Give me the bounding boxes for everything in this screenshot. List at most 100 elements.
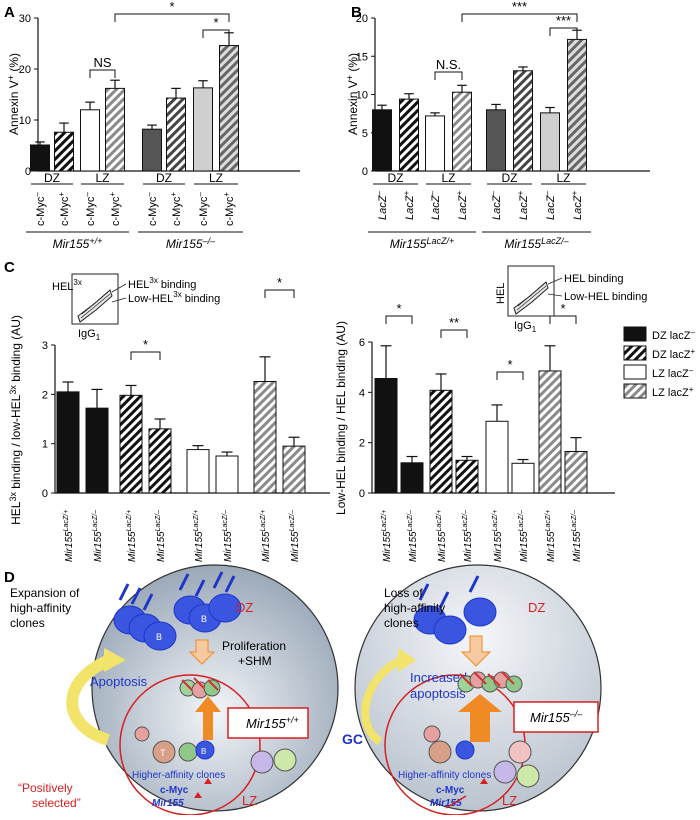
bar xyxy=(452,91,472,172)
apoptotic-cells xyxy=(179,677,221,699)
right-title-line-2: high-affinity xyxy=(384,601,445,615)
y-tick-label: 0 xyxy=(362,166,368,178)
bar xyxy=(166,97,186,172)
y-tick-label: 1 xyxy=(42,439,48,451)
bar xyxy=(429,389,453,494)
significance-bracket xyxy=(130,351,161,360)
y-tick-label: 10 xyxy=(19,115,31,127)
bar xyxy=(30,144,50,172)
zone-label: LZ xyxy=(441,171,455,185)
mir155-label: Mir155 xyxy=(152,798,184,809)
bar xyxy=(219,45,239,172)
panel-label-d: D xyxy=(4,569,15,586)
dz-clone-cluster xyxy=(413,575,497,645)
y-axis-label: Low-HEL binding / HEL binding (AU) xyxy=(334,321,348,515)
significance-label: * xyxy=(277,275,282,290)
bar xyxy=(485,420,509,494)
higher-affinity-clones-label: Higher-affinity clones xyxy=(398,770,491,781)
y-tick-label: 0 xyxy=(42,488,48,500)
shm-label: +SHM xyxy=(238,654,272,668)
category-label: LacZ– xyxy=(375,191,389,220)
bar xyxy=(455,459,479,494)
legend-swatch xyxy=(623,326,647,342)
dz-label: DZ xyxy=(528,600,545,615)
panel-label-c: C xyxy=(4,259,15,276)
category-label: LacZ+ xyxy=(516,191,530,220)
bar xyxy=(425,115,445,172)
bar xyxy=(374,377,398,494)
category-label: Mir155LacZ/– xyxy=(222,510,234,562)
significance-label: * xyxy=(396,301,401,316)
category-label: Mir155LacZ/– xyxy=(92,510,104,562)
legend-label: LZ lacZ+ xyxy=(652,385,694,399)
y-tick-label: 5 xyxy=(362,128,368,140)
panel-label-a: A xyxy=(4,4,15,21)
category-label: c-Myc– xyxy=(83,192,97,226)
y-tick-label: 4 xyxy=(359,387,365,399)
legend-swatch xyxy=(623,345,647,361)
category-label: Mir155LacZ/– xyxy=(571,510,583,562)
dz-clone-cluster: B B xyxy=(113,571,242,651)
positively-selected-line-1: “Positively xyxy=(18,781,73,795)
inset-xaxis-label: IgG1 xyxy=(514,320,537,334)
category-label: Mir155LacZ/+ xyxy=(436,510,448,562)
category-label: Mir155LacZ/– xyxy=(155,510,167,562)
genotype-label: Mir155+/+ xyxy=(53,236,103,251)
left-title-line-3: clones xyxy=(10,616,45,630)
y-tick-label: 0 xyxy=(25,166,31,178)
inset-gate-label-2: Low-HEL3x binding xyxy=(128,290,220,305)
significance-bracket xyxy=(440,329,468,338)
significance-label: * xyxy=(143,337,148,352)
bar xyxy=(538,370,562,494)
significance-label: *** xyxy=(512,0,527,14)
category-label: c-Myc– xyxy=(196,192,210,226)
gc-left: B B DZ Proliferation +SHM Apoptosis Mir1… xyxy=(10,564,339,816)
legend-label: LZ lacZ– xyxy=(652,366,694,380)
bar xyxy=(511,462,535,494)
legend-swatch xyxy=(623,383,647,399)
inset-gate-label-2: Low-HEL binding xyxy=(564,291,647,303)
right-title-line-1: Loss of xyxy=(384,586,423,600)
cmyc-label: c-Myc xyxy=(160,785,189,796)
lz-label: LZ xyxy=(502,793,517,808)
increased-apoptosis-line-1: Increased xyxy=(410,670,467,685)
category-label: Mir155LacZ/+ xyxy=(63,510,75,562)
significance-label: * xyxy=(169,0,174,14)
category-label: c-Myc+ xyxy=(222,192,236,226)
significance-bracket xyxy=(114,13,230,22)
mir155-ko-box: Mir155–/– xyxy=(530,709,583,725)
y-tick-label: 20 xyxy=(356,13,368,25)
higher-affinity-clones-label: Higher-affinity clones xyxy=(132,770,225,781)
category-label: c-Myc+ xyxy=(57,192,71,226)
bar xyxy=(282,445,306,494)
category-label: Mir155LacZ/+ xyxy=(193,510,205,562)
chart-legend: DZ lacZ– DZ lacZ+ LZ lacZ– LZ lacZ+ xyxy=(623,326,696,399)
zone-label: DZ xyxy=(388,171,404,185)
genotype-label: Mir155LacZ/+ xyxy=(390,236,454,251)
bar xyxy=(564,450,588,494)
category-label: LacZ– xyxy=(428,191,442,220)
lz-label: LZ xyxy=(242,793,257,808)
bar xyxy=(142,128,162,172)
significance-bracket xyxy=(264,289,295,298)
legend-label: DZ lacZ– xyxy=(652,328,696,342)
y-axis-label: Annexin V+ (%) xyxy=(345,53,360,135)
right-title-line-3: clones xyxy=(384,616,419,630)
category-label: LacZ– xyxy=(543,191,557,220)
bar xyxy=(540,112,560,172)
category-label: LacZ– xyxy=(489,191,503,220)
positively-selected-line-2: selected” xyxy=(32,796,81,810)
bar xyxy=(105,87,125,172)
apoptosis-label: Apoptosis xyxy=(90,674,148,689)
zone-label: LZ xyxy=(556,171,570,185)
significance-bracket xyxy=(89,69,116,78)
category-label: Mir155LacZ/+ xyxy=(381,510,393,562)
bar xyxy=(54,131,74,172)
legend-label: DZ lacZ+ xyxy=(652,347,696,361)
bar xyxy=(253,381,277,494)
category-label: c-Myc+ xyxy=(169,192,183,226)
bar xyxy=(372,109,392,172)
lz-cells xyxy=(423,725,540,788)
genotype-label: Mir155–/– xyxy=(166,236,216,251)
bar xyxy=(567,38,587,172)
